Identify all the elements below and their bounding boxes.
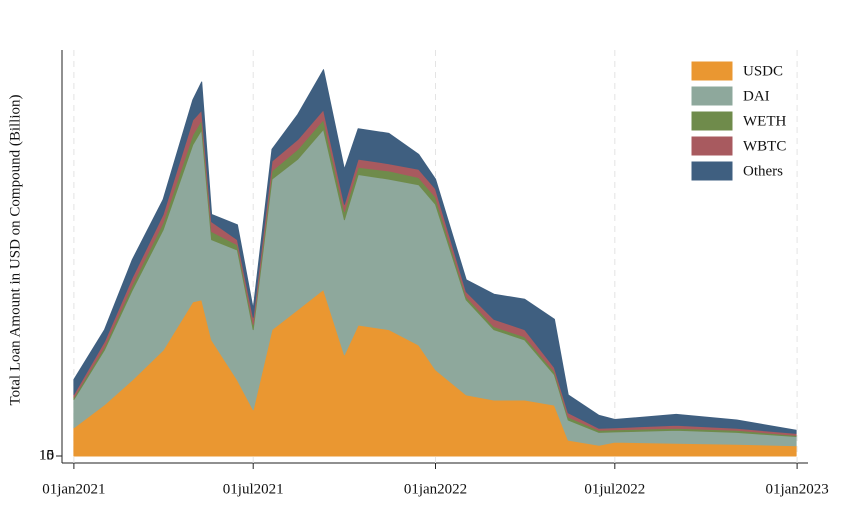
y-axis-label: Total Loan Amount in USD on Compound (Bi…	[7, 94, 23, 405]
legend-label: WBTC	[743, 138, 786, 154]
x-tick-label: 01jan2021	[42, 481, 105, 497]
legend-swatch	[691, 86, 733, 106]
legend-label: USDC	[743, 63, 783, 79]
legend-label: DAI	[743, 88, 770, 104]
x-tick-label: 01jul2022	[584, 481, 645, 497]
x-tick-label: 01jan2022	[404, 481, 467, 497]
x-tick-label: 01jul2021	[223, 481, 284, 497]
legend-swatch	[691, 161, 733, 181]
legend-swatch	[691, 111, 733, 131]
legend-label: Others	[743, 163, 783, 179]
area	[73, 69, 797, 434]
legend-label: WETH	[743, 113, 786, 129]
y-tick-label: 15	[39, 447, 54, 463]
y-tick-label: 0	[47, 447, 55, 463]
legend-swatch	[691, 61, 733, 81]
legend-swatch	[691, 136, 733, 156]
x-tick-label: 01jan2023	[765, 481, 828, 497]
y-tick-label: 10	[39, 447, 54, 463]
y-tick-label: 5	[47, 447, 55, 463]
